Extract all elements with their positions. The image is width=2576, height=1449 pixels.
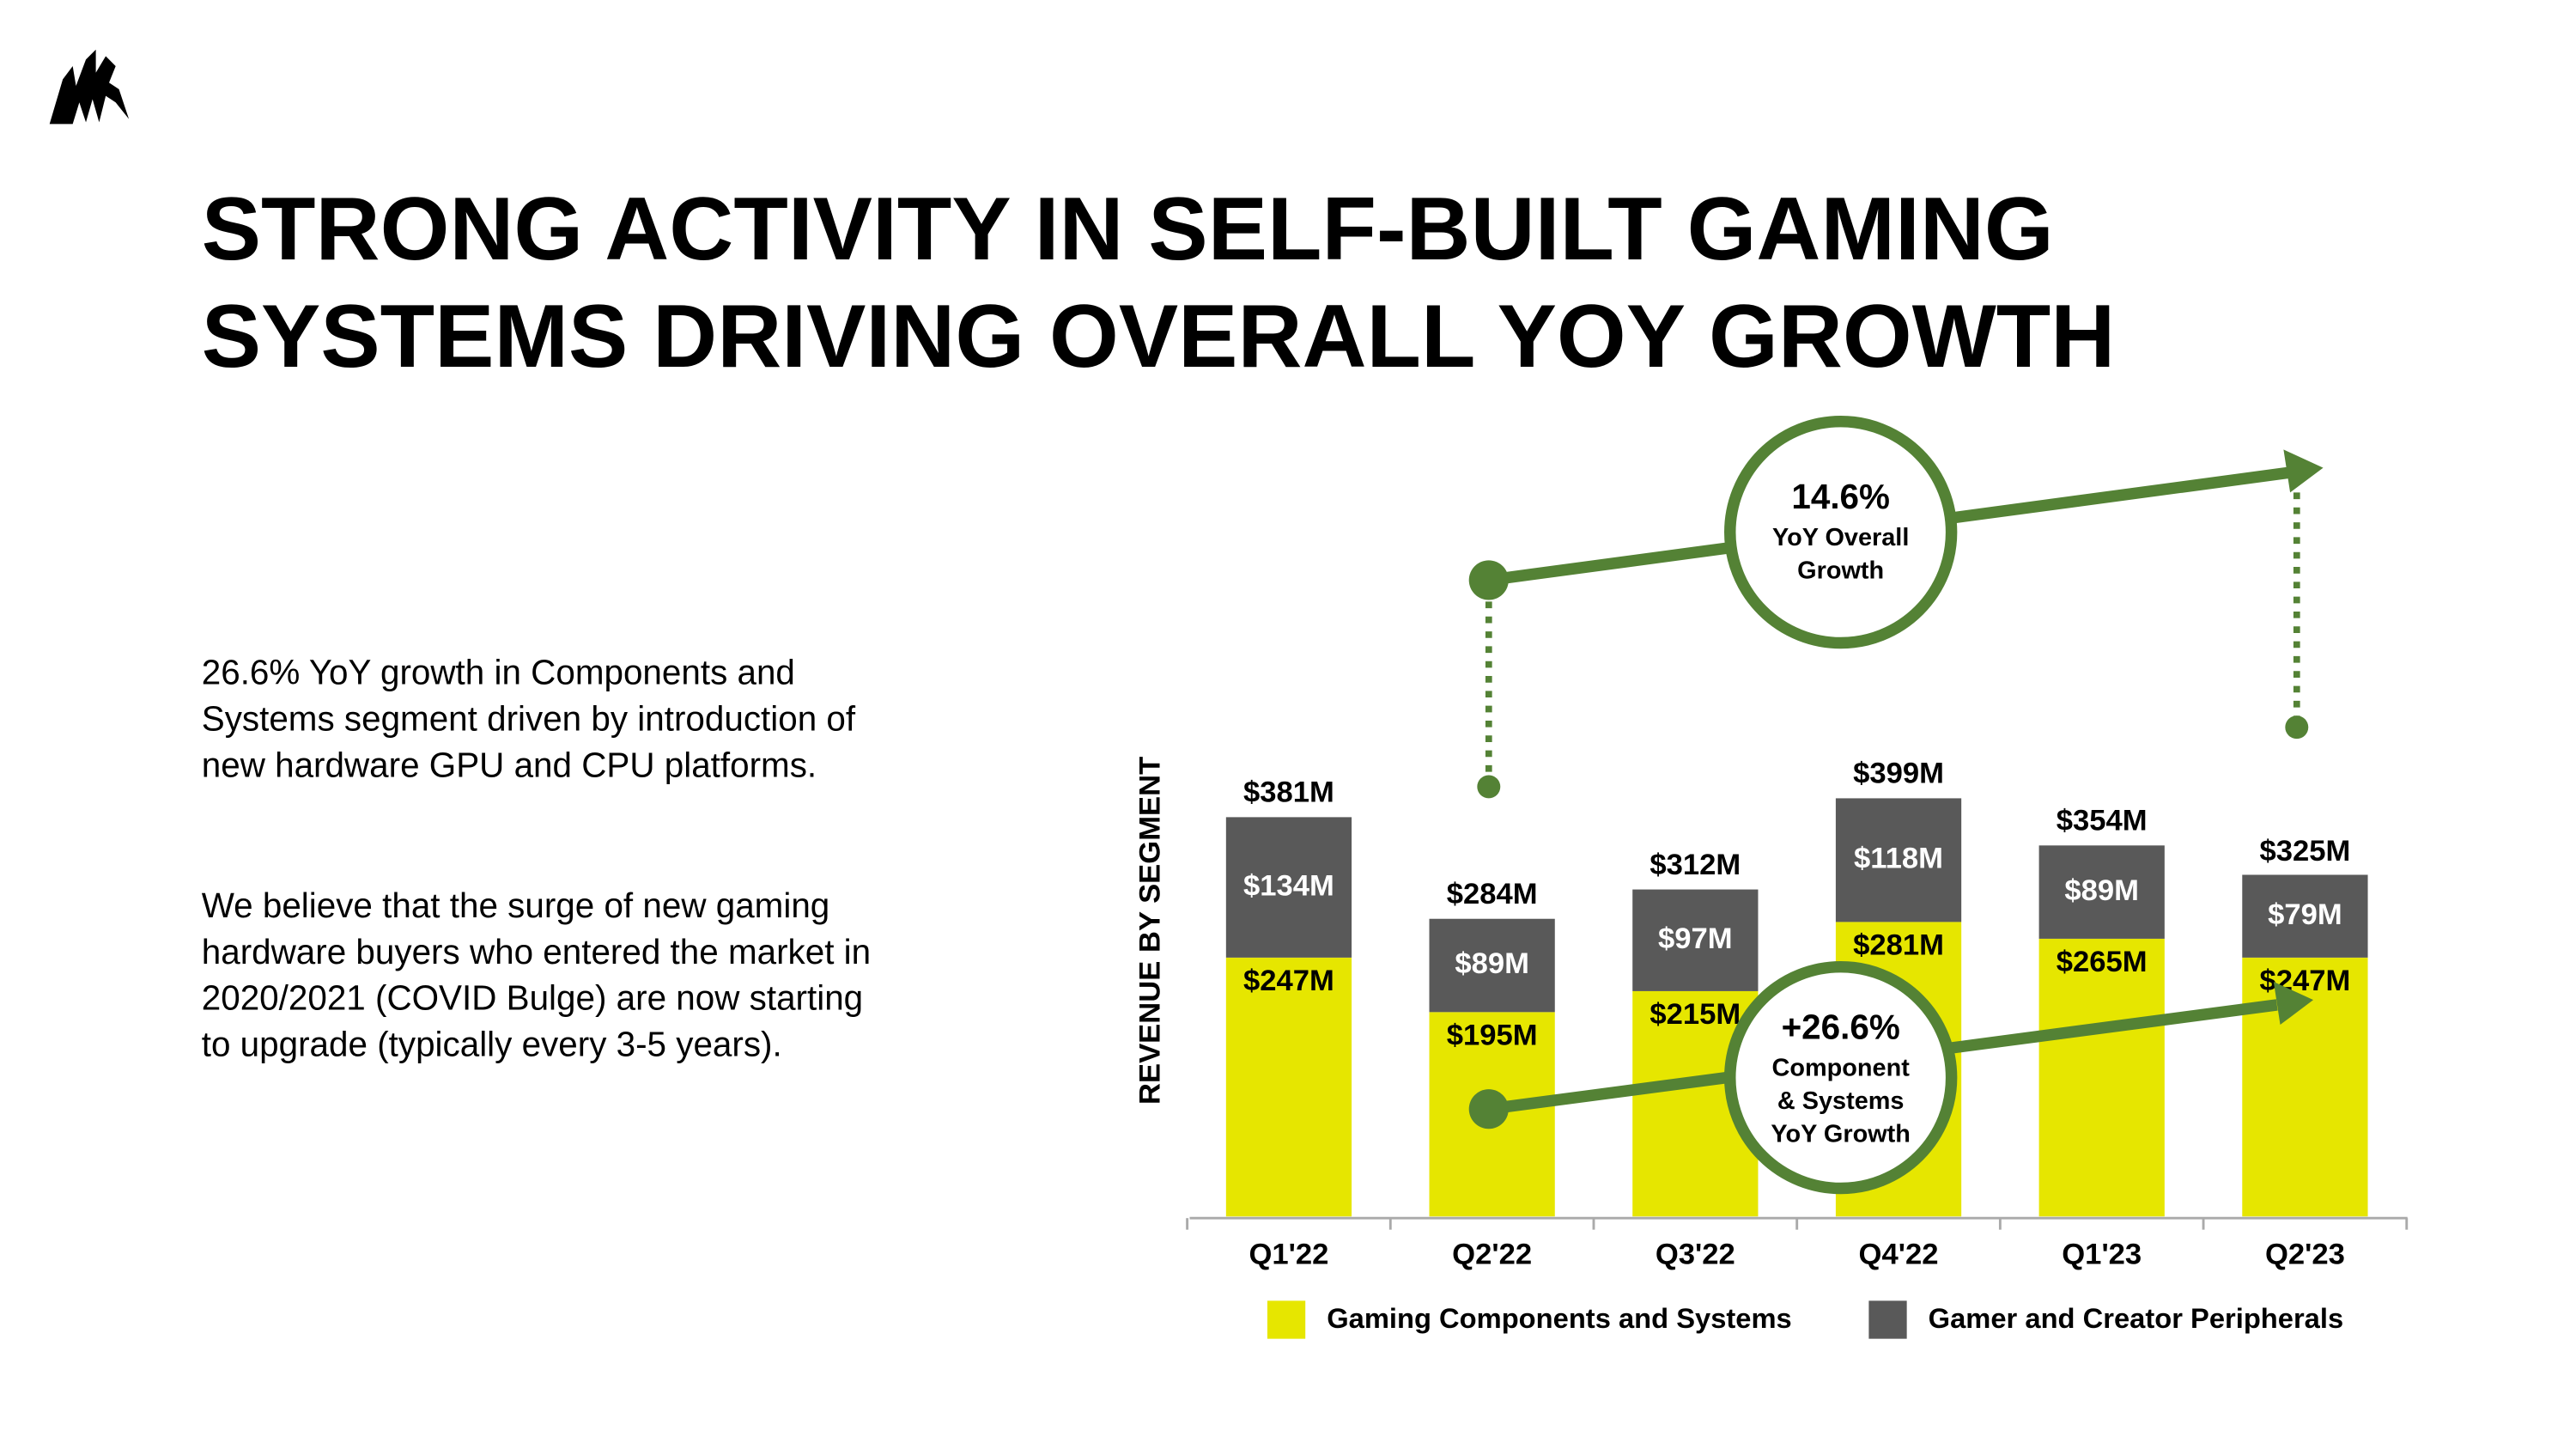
bar-segment	[2242, 874, 2368, 958]
value-label: $134M	[1243, 869, 1334, 902]
title-line: STRONG ACTIVITY IN SELF-BUILT GAMING	[202, 180, 2054, 279]
annotation-value: 14.6%	[1791, 477, 1890, 516]
bar-segment	[1429, 918, 1555, 1013]
annotations: 14.6% YoY Overall Growth +26.6% Component & S…	[1771, 477, 1910, 1148]
value-label: $79M	[2268, 898, 2342, 931]
bar-segment	[1835, 798, 1962, 922]
x-tick-label: Q2'22	[1452, 1239, 1532, 1271]
bar-segment	[1225, 957, 1352, 1217]
legend-label: Gamer and Creator Peripherals	[1929, 1302, 2343, 1334]
title-line: SYSTEMS DRIVING OVERALL YOY GROWTH	[202, 287, 2116, 387]
annotation-text: YoY Growth	[1771, 1121, 1910, 1148]
x-tick-label: Q3'22	[1656, 1239, 1735, 1271]
legend-label: Gaming Components and Systems	[1327, 1302, 1792, 1334]
annotation-value: +26.6%	[1782, 1007, 1900, 1046]
value-label: $89M	[2064, 874, 2139, 907]
annotation-text: Component	[1772, 1055, 1911, 1082]
value-label: $247M	[1243, 965, 1334, 997]
annotation-text: & Systems	[1777, 1087, 1905, 1115]
logo	[49, 49, 130, 125]
annotation-text: Growth	[1797, 557, 1884, 584]
value-label: $195M	[1447, 1019, 1538, 1051]
value-label: $118M	[1854, 843, 1943, 875]
total-label: $354M	[2057, 805, 2148, 837]
legend-swatch	[1267, 1300, 1306, 1339]
overall-arrow	[1468, 415, 2324, 799]
total-label: $381M	[1243, 776, 1334, 809]
value-label: $215M	[1649, 998, 1741, 1031]
paragraph-line: new hardware GPU and CPU platforms.	[202, 745, 817, 784]
paragraph-line: 2020/2021 (COVID Bulge) are now starting	[202, 978, 863, 1018]
total-label: $312M	[1649, 849, 1741, 881]
x-tick-label: Q2'23	[2265, 1239, 2345, 1271]
paragraph-line: hardware buyers who entered the market i…	[202, 932, 871, 971]
paragraph-line: Systems segment driven by introduction o…	[202, 699, 856, 739]
value-label: $281M	[1853, 928, 1944, 961]
value-label: $247M	[2259, 965, 2350, 997]
bar-segment	[2038, 938, 2165, 1217]
value-label: $97M	[1658, 922, 1733, 955]
body-text: 26.6% YoY growth in Components and System…	[202, 653, 871, 1064]
bar-segment	[2038, 845, 2165, 939]
total-label: $325M	[2259, 835, 2350, 868]
x-tick-label: Q1'23	[2062, 1239, 2142, 1271]
total-label: $284M	[1447, 878, 1538, 910]
paragraph-line: to upgrade (typically every 3-5 years).	[202, 1025, 782, 1064]
component-arrow	[1468, 960, 2314, 1195]
value-label: $265M	[2057, 946, 2148, 978]
annotation-text: YoY Overall	[1772, 524, 1909, 551]
bar-segment	[1632, 889, 1759, 991]
plot: $247M $134M $381M Q1'22 $195M $89M $284M Q2'22 $…	[1186, 758, 2409, 1339]
paragraph-line: 26.6% YoY growth in Components and	[202, 653, 795, 692]
legend-swatch	[1868, 1300, 1907, 1339]
bar-segment	[1225, 817, 1352, 958]
paragraph-line: We believe that the surge of new gaming	[202, 886, 830, 925]
total-label: $399M	[1853, 758, 1944, 790]
x-tick-label: Q4'22	[1859, 1239, 1939, 1271]
value-label: $89M	[1455, 947, 1529, 980]
x-tick-label: Q1'22	[1249, 1239, 1328, 1271]
y-axis-label: REVENUE BY SEGMENT	[1133, 757, 1166, 1105]
